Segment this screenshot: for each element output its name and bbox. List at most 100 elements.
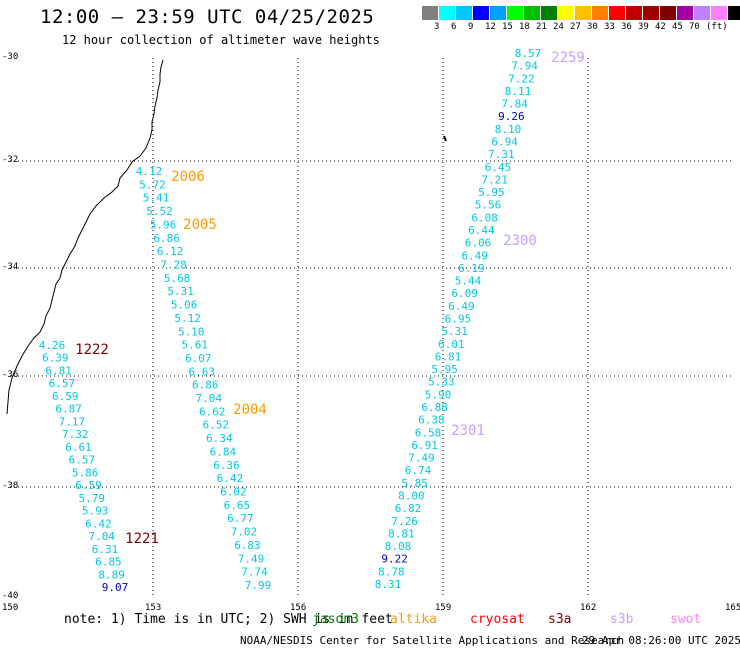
legend-tick-label: 12 xyxy=(485,22,496,32)
pass-time-label: 2301 xyxy=(451,423,485,439)
latitude-label: -34 xyxy=(2,262,19,272)
wave-height-value: 6.02 xyxy=(220,486,247,499)
mission-label: s3b xyxy=(610,612,634,627)
wave-height-value: 4.26 xyxy=(39,339,66,352)
latitude-label: -30 xyxy=(2,52,19,62)
wave-height-value: 9.26 xyxy=(498,110,525,123)
wave-height-value: 6.57 xyxy=(69,454,96,467)
wave-height-value: 6.95 xyxy=(445,313,472,326)
legend-tick-label: 3 xyxy=(434,22,440,32)
wave-height-value: 6.74 xyxy=(405,464,432,477)
map-title: 12:00 – 23:59 UTC 04/25/2025 xyxy=(40,6,375,28)
wave-height-value: 6.65 xyxy=(224,499,251,512)
wave-height-value: 8.81 xyxy=(388,527,415,540)
color-legend: 3 6 9 12 15 18 21 24 27 30 33 36 39 42 45 70 (ft) xyxy=(422,6,740,34)
wave-height-value: 5.79 xyxy=(79,492,106,505)
wave-height-value: 6.87 xyxy=(55,403,82,416)
legend-swatch xyxy=(711,6,728,20)
wave-height-value: 6.82 xyxy=(395,502,422,515)
wave-height-value: 9.22 xyxy=(381,553,408,566)
wave-height-value: 5.41 xyxy=(143,192,170,205)
wave-height-value: 6.59 xyxy=(75,479,102,492)
wave-height-value: 6.08 xyxy=(471,211,498,224)
wave-height-value: 6.09 xyxy=(451,287,478,300)
wave-height-value: 7.04 xyxy=(196,392,223,405)
legend-tick-label: 24 xyxy=(553,22,564,32)
wave-height-value: 8.10 xyxy=(495,123,522,136)
wave-height-value: 6.63 xyxy=(188,365,215,378)
latitude-label: -32 xyxy=(2,155,19,165)
wave-height-value: 5.44 xyxy=(455,275,482,288)
wave-height-value: 5.68 xyxy=(164,272,191,285)
wave-height-value: 6.44 xyxy=(468,224,495,237)
legend-swatch xyxy=(575,6,592,20)
latitude-label: -40 xyxy=(2,591,19,601)
legend-tick-label: 9 xyxy=(468,22,474,32)
wave-height-value: 6.88 xyxy=(421,401,448,414)
wave-height-value: 6.62 xyxy=(199,405,226,418)
wave-height-value: 6.19 xyxy=(458,262,485,275)
wave-height-value: 6.81 xyxy=(45,364,72,377)
wave-height-value: 8.11 xyxy=(505,85,532,98)
wave-height-value: 6.49 xyxy=(448,300,475,313)
map-subtitle: 12 hour collection of altimeter wave hei… xyxy=(62,33,380,47)
wave-height-value: 6.12 xyxy=(157,245,184,258)
wave-height-value: 7.84 xyxy=(501,98,528,111)
legend-swatch xyxy=(541,6,558,20)
legend-tick-label: 42 xyxy=(655,22,666,32)
legend-tick-label: 21 xyxy=(536,22,547,32)
wave-height-value: 4.12 xyxy=(136,165,163,178)
wave-height-value: 5.31 xyxy=(441,325,468,338)
legend-swatch xyxy=(439,6,456,20)
wave-height-value: 6.83 xyxy=(234,539,261,552)
wave-height-value: 5.61 xyxy=(181,339,208,352)
longitude-label: 165 xyxy=(725,603,740,613)
coastline xyxy=(6,59,164,415)
mission-label: swot xyxy=(670,612,702,627)
longitude-label: 156 xyxy=(290,603,307,613)
legend-tick-label: 36 xyxy=(621,22,632,32)
wave-height-value: 6.61 xyxy=(65,441,92,454)
wave-height-value: 7.99 xyxy=(245,579,272,592)
legend-tick-label: 6 xyxy=(451,22,457,32)
wave-height-value: 8.89 xyxy=(98,568,125,581)
mission-label: s3a xyxy=(548,612,572,627)
legend-tick-label: 27 xyxy=(570,22,581,32)
wave-height-value: 8.57 xyxy=(515,47,542,60)
wave-height-value: 6.58 xyxy=(415,426,442,439)
wave-height-value: 9.07 xyxy=(102,581,129,594)
wave-height-value: 6.77 xyxy=(227,512,254,525)
pass-time-label: 2259 xyxy=(551,50,585,66)
wave-height-value: 5.10 xyxy=(178,325,205,338)
wave-height-value: 6.94 xyxy=(491,136,518,149)
wave-height-value: 5.12 xyxy=(174,312,201,325)
legend-swatch xyxy=(694,6,711,20)
wave-height-value: 6.91 xyxy=(411,439,438,452)
wave-height-value: 7.28 xyxy=(160,258,187,271)
pass-time-label: 1222 xyxy=(75,342,109,358)
credit-line: NOAA/NESDIS Center for Satellite Applica… xyxy=(240,634,625,647)
wave-height-value: 6.59 xyxy=(52,390,79,403)
legend-swatch xyxy=(592,6,609,20)
legend-tick-label: 30 xyxy=(587,22,598,32)
legend-swatch xyxy=(558,6,575,20)
wave-height-value: 6.84 xyxy=(210,445,237,458)
wave-height-value: 5.85 xyxy=(401,477,428,490)
wave-height-value: 5.31 xyxy=(167,285,194,298)
wave-height-value: 5.93 xyxy=(82,505,109,518)
legend-swatch xyxy=(609,6,626,20)
wave-height-value: 7.26 xyxy=(391,515,418,528)
wave-height-value: 5.52 xyxy=(146,205,173,218)
wave-height-value: 5.72 xyxy=(139,178,166,191)
wave-height-value: 6.31 xyxy=(92,543,119,556)
legend-tick-label: 45 xyxy=(672,22,683,32)
legend-swatch xyxy=(490,6,507,20)
graticule xyxy=(10,58,733,597)
wave-height-value: 6.38 xyxy=(418,414,445,427)
mission-label: jason3 xyxy=(312,612,359,627)
wave-height-value: 7.22 xyxy=(508,72,535,85)
wave-height-value: 7.32 xyxy=(62,428,89,441)
wave-height-value: 7.94 xyxy=(511,60,538,73)
wave-height-value: 8.31 xyxy=(375,578,402,591)
